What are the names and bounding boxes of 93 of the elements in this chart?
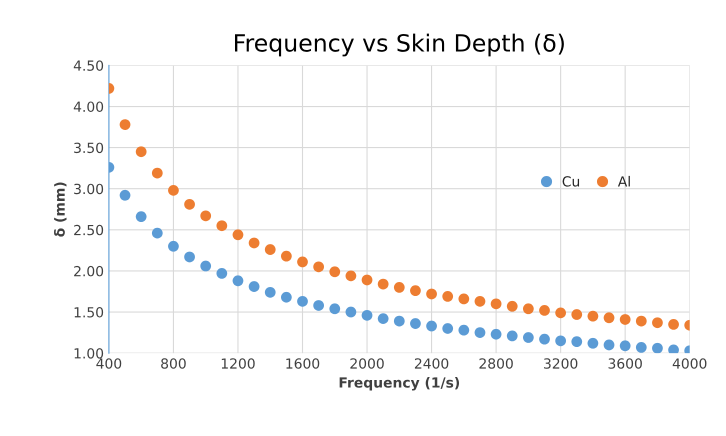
point: [329, 266, 340, 278]
x-tick-label: 1200: [222, 358, 255, 369]
point: [636, 342, 647, 353]
legend-label: Cu: [562, 176, 580, 187]
point: [378, 278, 389, 290]
x-axis-title: Frequency (1/s): [340, 377, 460, 391]
point: [362, 310, 372, 321]
x-tick-label: 3200: [544, 358, 578, 369]
point: [136, 146, 147, 158]
point: [539, 305, 550, 316]
point: [490, 298, 502, 310]
point: [362, 274, 372, 286]
point: [120, 119, 130, 130]
point: [329, 303, 340, 314]
point: [426, 320, 437, 332]
y-tick-label: 2.00: [74, 266, 104, 276]
x-tick-label: 800: [161, 358, 186, 369]
y-tick-label: 3.50: [74, 142, 104, 154]
y-tick-label: 3.00: [74, 184, 104, 194]
point: [313, 261, 324, 272]
point: [313, 300, 324, 311]
point: [588, 310, 598, 322]
point: [458, 294, 470, 304]
point: [555, 307, 566, 318]
point: [588, 338, 598, 349]
point: [232, 229, 244, 240]
point: [426, 288, 437, 300]
point: [604, 312, 614, 324]
point: [297, 256, 308, 268]
x-tick-label: 400: [96, 358, 122, 369]
point: [120, 190, 130, 201]
point: [168, 240, 179, 252]
point: [184, 198, 195, 210]
point: [652, 342, 663, 354]
point: [394, 316, 405, 326]
point: [264, 286, 276, 298]
point: [264, 244, 276, 255]
chart-title: Frequency vs Skin Depth (δ): [235, 34, 564, 56]
y-tick-label: 1.00: [74, 348, 104, 359]
x-tick-label: 2400: [414, 358, 448, 369]
point: [184, 252, 195, 262]
point: [522, 332, 534, 343]
point: [168, 184, 179, 196]
point: [668, 344, 679, 354]
point: [200, 260, 212, 272]
x-tick-label: 1600: [286, 358, 320, 369]
point: [555, 335, 566, 346]
point: [410, 318, 421, 329]
point: [539, 334, 550, 345]
point: [522, 303, 534, 314]
point: [636, 316, 647, 326]
point: [216, 220, 228, 232]
y-tick-label: 4.50: [74, 60, 104, 71]
point: [620, 340, 631, 352]
y-tick-label: 4.00: [74, 101, 104, 112]
point: [297, 296, 308, 307]
point: [571, 336, 582, 348]
point: [620, 314, 631, 325]
point: [232, 275, 244, 286]
point: [136, 211, 147, 222]
point: [506, 300, 518, 312]
point: [200, 210, 212, 222]
point: [668, 319, 679, 330]
point: [652, 317, 663, 328]
x-tick-label: 2800: [479, 358, 513, 369]
point: [442, 291, 454, 302]
y-tick-label: 1.50: [74, 307, 104, 318]
x-tick-label: 3600: [608, 358, 642, 369]
point: [280, 292, 292, 303]
point: [378, 313, 389, 324]
y-axis-title: δ (mm): [54, 182, 66, 237]
x-tick-label: 2000: [350, 358, 384, 369]
point: [442, 323, 454, 334]
point: [216, 268, 228, 279]
point: [346, 270, 356, 282]
point: [571, 309, 582, 320]
point: [248, 238, 260, 248]
point: [604, 340, 614, 350]
point: [506, 330, 518, 342]
point: [490, 328, 502, 340]
point: [152, 228, 163, 239]
point: [410, 285, 421, 296]
x-tick-label: 4000: [672, 358, 706, 369]
point: [280, 250, 292, 262]
y-tick-label: 2.50: [74, 224, 104, 236]
point: [394, 282, 405, 293]
point: [474, 296, 486, 307]
point: [248, 281, 260, 292]
point: [458, 324, 470, 336]
point: [152, 168, 163, 178]
point: [346, 306, 356, 318]
point: [474, 327, 486, 338]
legend-label: Al: [618, 176, 630, 186]
